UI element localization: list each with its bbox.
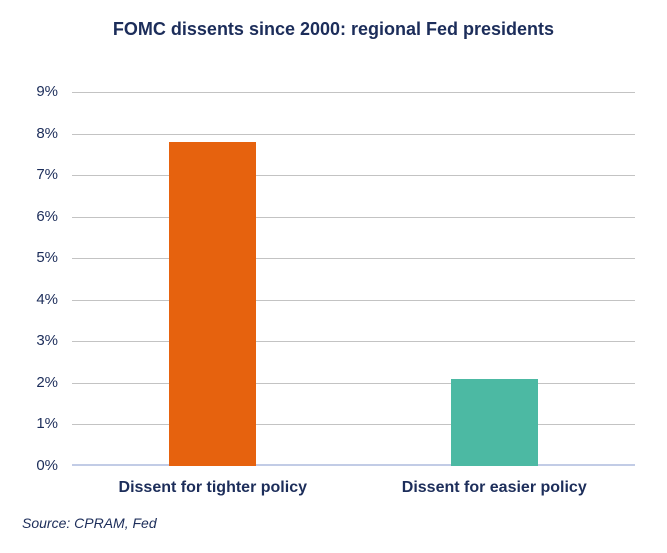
y-tick-label: 9% — [36, 83, 58, 100]
gridline — [72, 258, 635, 260]
gridline — [72, 341, 635, 343]
gridline — [72, 382, 635, 384]
bar-easier-policy — [450, 378, 538, 466]
gridline — [72, 175, 635, 177]
y-tick-label: 6% — [36, 207, 58, 225]
gridline — [72, 299, 635, 301]
gridline — [72, 424, 635, 426]
y-tick-label: 8% — [36, 124, 58, 142]
x-category-label: Dissent for tighter policy — [118, 479, 307, 496]
y-tick-label: 4% — [36, 290, 58, 308]
gridline — [72, 92, 635, 93]
bar-tighter-policy — [169, 141, 257, 466]
x-category-label: Dissent for easier policy — [401, 479, 587, 496]
y-tick-label: 0% — [36, 457, 58, 474]
source-note: Source: CPRAM, Fed — [22, 515, 157, 531]
y-tick-label: 2% — [36, 373, 58, 391]
y-tick-label: 1% — [36, 415, 58, 433]
y-tick-label: 5% — [36, 249, 58, 267]
y-tick-label: 7% — [36, 166, 58, 184]
chart-title: FOMC dissents since 2000: regional Fed p… — [112, 19, 555, 39]
gridline — [72, 216, 635, 218]
plot-area — [72, 92, 635, 466]
gridline — [72, 133, 635, 135]
x-axis-line — [72, 464, 635, 466]
y-tick-label: 3% — [36, 332, 58, 350]
